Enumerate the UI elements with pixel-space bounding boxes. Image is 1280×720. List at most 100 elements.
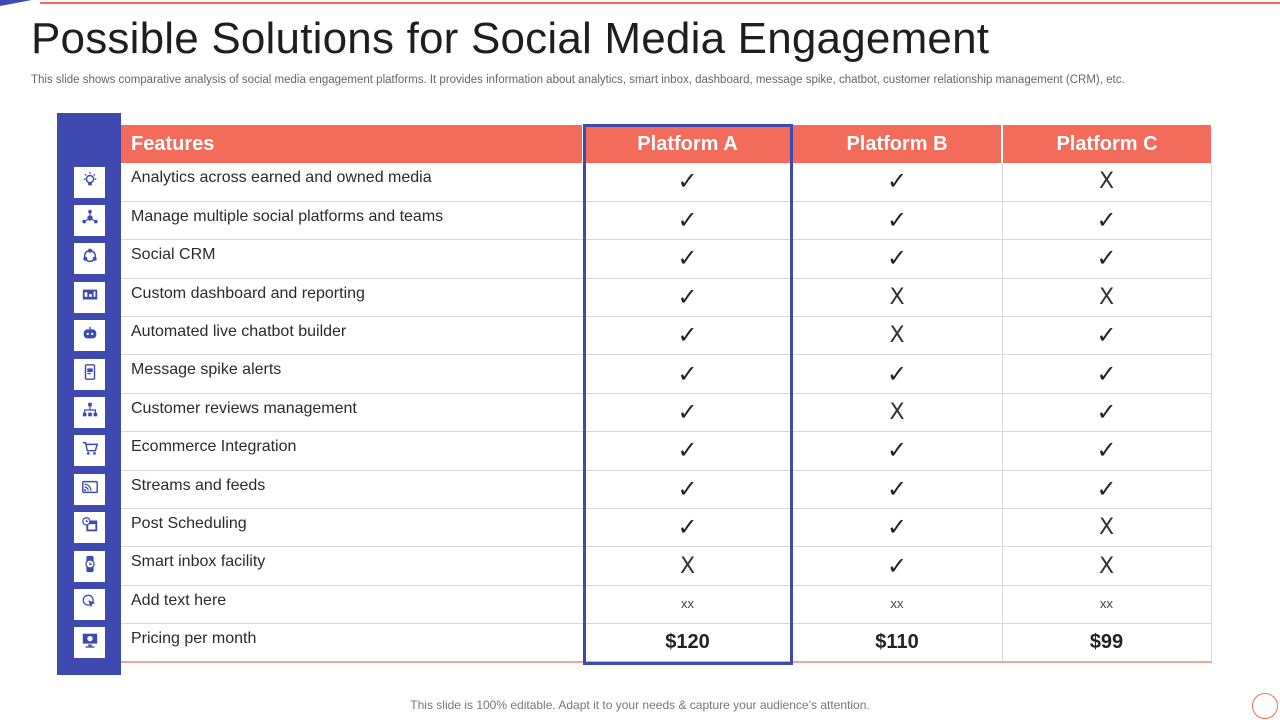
cell-platform-c: ✓ [1002, 393, 1212, 433]
mobile-message-icon [81, 363, 99, 386]
cell-platform-b: xx [792, 585, 1003, 625]
cell-platform-a: ✓ [583, 278, 793, 318]
slide-title: Possible Solutions for Social Media Enga… [31, 14, 990, 63]
cell-platform-b: $110 [792, 623, 1003, 664]
cell-platform-c: ✓ [1002, 316, 1212, 356]
price-value: $120 [665, 631, 710, 654]
cell-platform-a: xx [583, 585, 793, 625]
feature-icon-box [74, 320, 105, 352]
crm-cycle-icon [81, 247, 99, 270]
cell-platform-b: ✓ [792, 431, 1003, 471]
feature-label: Analytics across earned and owned media [121, 163, 584, 202]
feature-label: Streams and feeds [121, 470, 584, 510]
check-icon: ✓ [677, 514, 698, 542]
top-accent-line [40, 2, 1280, 4]
check-icon: ✓ [677, 245, 698, 273]
check-icon: ✓ [677, 322, 698, 350]
feature-label: Automated live chatbot builder [121, 316, 584, 356]
cell-platform-a: ✓ [583, 393, 793, 433]
check-icon: ✓ [1096, 437, 1117, 465]
placeholder-value: xx [1100, 596, 1113, 612]
feature-icon-box [74, 281, 105, 313]
check-icon: ✓ [886, 207, 908, 235]
cell-platform-b: ✓ [792, 163, 1003, 202]
header-features: Features [121, 125, 584, 163]
monitor-price-icon [81, 631, 99, 654]
feature-icon-box [74, 588, 105, 620]
slide-footer: This slide is 100% editable. Adapt it to… [410, 698, 870, 712]
feature-icon-box [74, 204, 105, 236]
cell-platform-b: X [792, 393, 1003, 433]
table-row: Smart inbox facility X ✓ X [121, 546, 1212, 586]
feature-icon-box [74, 473, 105, 505]
table-row: Message spike alerts ✓ ✓ ✓ [121, 354, 1212, 394]
cell-platform-b: ✓ [792, 508, 1003, 548]
cell-platform-c: $99 [1002, 623, 1212, 664]
header-platform-c: Platform C [1002, 125, 1211, 163]
feature-label: Post Scheduling [121, 508, 584, 548]
cross-icon: X [1098, 515, 1115, 541]
feature-label: Social CRM [121, 239, 584, 279]
hierarchy-icon [81, 401, 99, 424]
check-icon: ✓ [886, 552, 908, 580]
cross-icon: X [679, 553, 696, 579]
cell-platform-c: xx [1002, 585, 1212, 625]
check-icon: ✓ [1096, 475, 1117, 503]
cell-platform-a: $120 [583, 623, 793, 664]
check-icon: ✓ [677, 283, 698, 311]
table-body: Analytics across earned and owned media ✓… [121, 163, 1212, 664]
feature-label: Pricing per month [121, 623, 584, 664]
comparison-table: Features Platform A Platform B Platform … [121, 125, 1212, 664]
cell-platform-a: ✓ [583, 354, 793, 394]
feature-label: Custom dashboard and reporting [121, 278, 584, 318]
cell-platform-c: ✓ [1002, 239, 1212, 279]
feature-label: Smart inbox facility [121, 546, 584, 586]
table-row: Social CRM ✓ ✓ ✓ [121, 239, 1212, 279]
cell-platform-b: ✓ [792, 470, 1003, 510]
check-icon: ✓ [886, 514, 908, 542]
corner-tab-decoration [0, 0, 32, 6]
cast-stream-icon [81, 478, 99, 501]
analytics-bulb-icon [81, 171, 99, 194]
feature-icon-box [74, 358, 105, 390]
shopping-cart-icon [81, 439, 99, 462]
feature-icon-box [74, 166, 105, 198]
table-row: Pricing per month $120 $110 $99 [121, 623, 1212, 664]
cell-platform-b: ✓ [792, 201, 1003, 241]
check-icon: ✓ [1096, 360, 1117, 388]
check-icon: ✓ [886, 245, 908, 273]
cell-platform-c: ✓ [1002, 431, 1212, 471]
price-value: $99 [1089, 631, 1124, 654]
feature-icon-box [74, 435, 105, 467]
cell-platform-c: X [1002, 163, 1212, 202]
cross-icon: X [1098, 169, 1115, 195]
table-row: Post Scheduling ✓ ✓ X [121, 508, 1212, 548]
cell-platform-b: ✓ [792, 354, 1003, 394]
cell-platform-b: ✓ [792, 546, 1003, 586]
cell-platform-a: ✓ [583, 470, 793, 510]
cell-platform-a: ✓ [583, 431, 793, 471]
feature-label: Message spike alerts [121, 354, 584, 394]
cell-platform-a: ✓ [583, 163, 793, 202]
check-icon: ✓ [1096, 399, 1117, 427]
placeholder-value: xx [890, 596, 904, 612]
cell-platform-a: ✓ [583, 316, 793, 356]
feature-label: Add text here [121, 585, 584, 625]
check-icon: ✓ [677, 437, 698, 465]
schedule-calendar-icon [81, 516, 99, 539]
feature-icon-box [74, 627, 105, 659]
check-icon: ✓ [886, 360, 908, 388]
cell-platform-b: ✓ [792, 239, 1003, 279]
feature-icon-box [74, 396, 105, 428]
cross-icon: X [889, 284, 905, 310]
feature-label: Customer reviews management [121, 393, 584, 433]
table-row: Add text here xx xx xx [121, 585, 1212, 625]
cross-icon: X [889, 400, 905, 426]
table-row: Customer reviews management ✓ X ✓ [121, 393, 1212, 433]
cell-platform-c: ✓ [1002, 201, 1212, 241]
team-network-icon [81, 209, 99, 232]
cell-platform-c: X [1002, 508, 1212, 548]
table-row: Analytics across earned and owned media ✓… [121, 163, 1212, 202]
cell-platform-a: ✓ [583, 201, 793, 241]
table-row: Automated live chatbot builder ✓ X ✓ [121, 316, 1212, 356]
